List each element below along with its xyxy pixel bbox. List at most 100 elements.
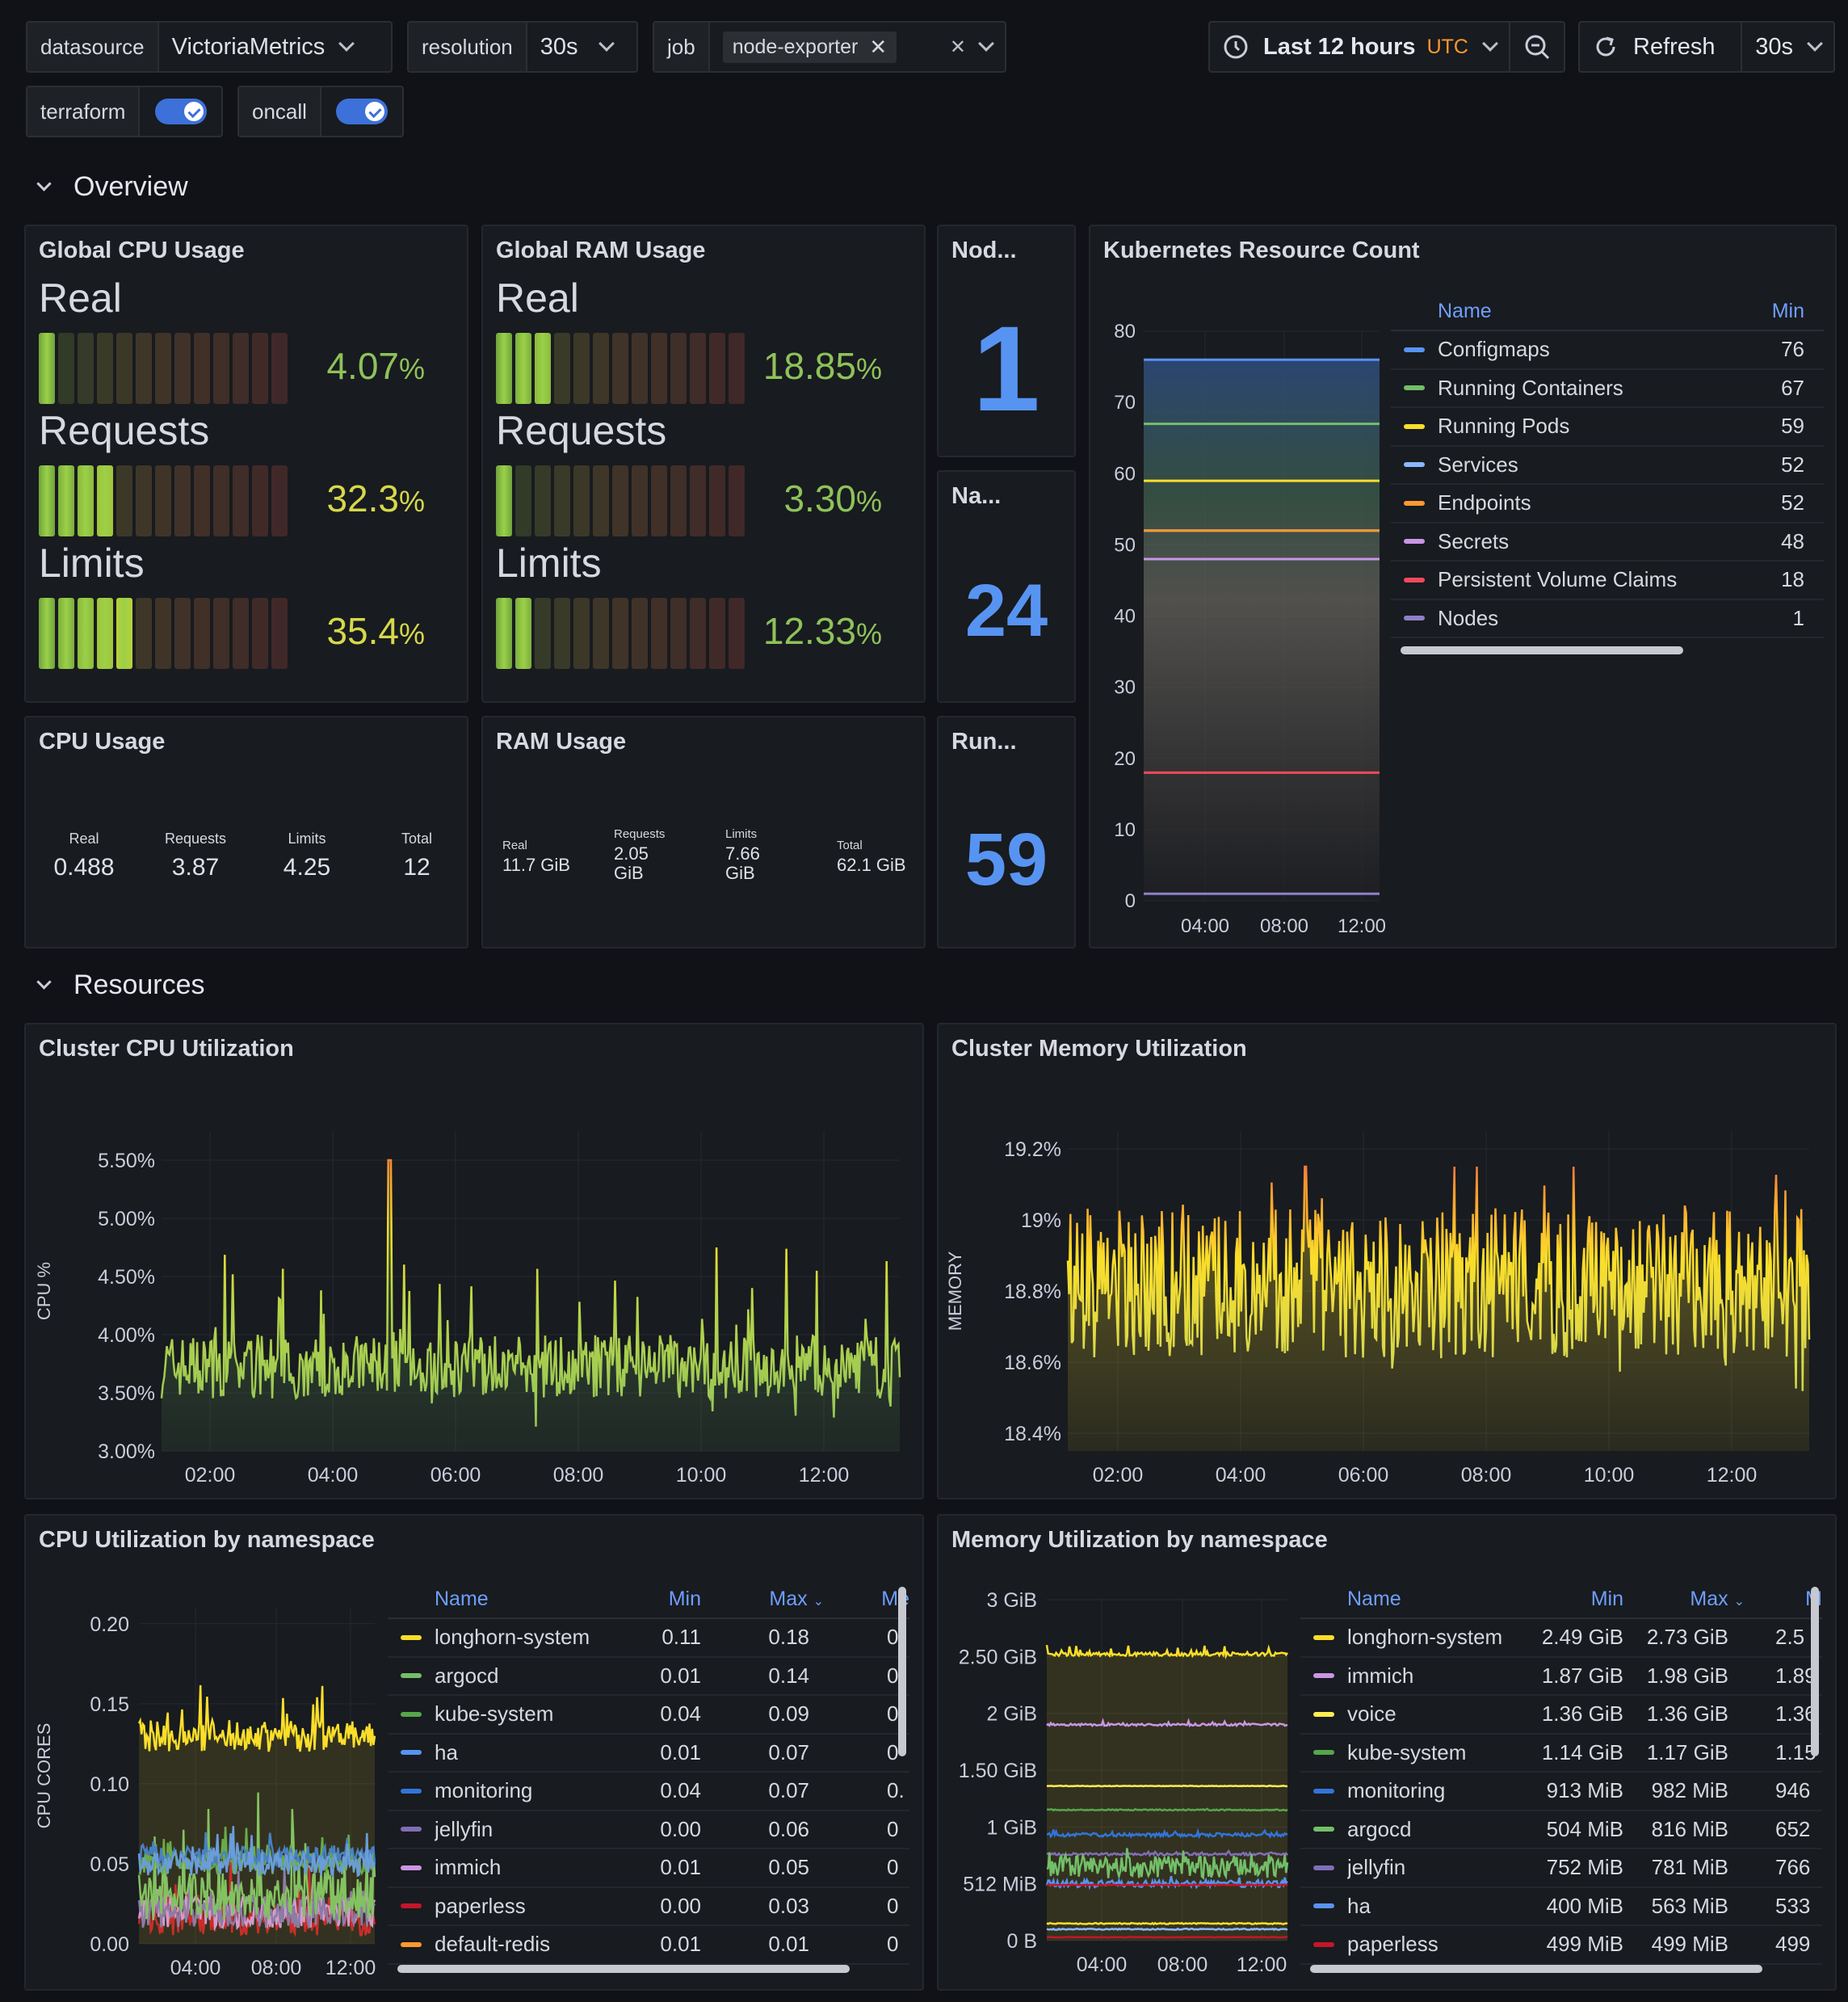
legend-row[interactable]: Secrets 48 <box>1391 524 1824 561</box>
legend-header-min[interactable]: Min <box>1590 1587 1623 1610</box>
series-min: 52 <box>1781 452 1804 477</box>
legend-row[interactable]: Persistent Volume Claims 18 <box>1391 561 1824 600</box>
resources-section-header[interactable]: Resources <box>36 968 205 1002</box>
gauge-segment <box>709 598 725 669</box>
legend-header-name[interactable]: Name <box>1438 299 1492 322</box>
time-range-button[interactable]: Last 12 hours UTC <box>1210 23 1510 71</box>
legend-row[interactable]: longhorn-system 2.49 GiB 2.73 GiB 2.5 <box>1300 1619 1822 1658</box>
legend-row[interactable]: kube-system 1.14 GiB 1.17 GiB 1.15 <box>1300 1735 1822 1773</box>
legend-hscrollbar[interactable] <box>397 1965 850 1973</box>
cluster-cpu-chart[interactable]: 3.00% 3.50% 4.00% 4.50% 5.00% 5.50% 02:00 04:00… <box>26 1024 924 1499</box>
legend-vscrollbar[interactable] <box>1811 1587 1819 1756</box>
job-chip[interactable]: node-exporter ✕ <box>722 31 897 63</box>
gauge-bars <box>496 465 745 536</box>
refresh-button[interactable]: Refresh <box>1580 23 1743 71</box>
gauge-unit: % <box>855 617 882 650</box>
legend-header-mean[interactable]: Me <box>881 1587 909 1610</box>
refresh-interval-select[interactable]: 30s <box>1742 23 1833 71</box>
cluster-cpu-panel: Cluster CPU Utilization 3.00% 3.50% 4.00% 4… <box>24 1023 924 1499</box>
gauge-segment <box>729 598 745 669</box>
legend-row[interactable]: jellyfin 0.00 0.06 0 <box>388 1811 909 1849</box>
legend-row[interactable]: argocd 0.01 0.14 0 <box>388 1658 909 1696</box>
gauge-segment <box>116 333 132 404</box>
legend-header-max[interactable]: Max ⌄ <box>701 1588 825 1611</box>
series-color-swatch <box>1404 500 1425 506</box>
datasource-value: VictoriaMetrics <box>171 33 326 60</box>
gauge-segment <box>554 465 570 536</box>
legend-header-name[interactable]: Name <box>435 1587 489 1610</box>
legend-row[interactable]: Services 52 <box>1391 447 1824 485</box>
cluster-memory-panel: Cluster Memory Utilization 18.4% 18.6% 18.… <box>937 1023 1837 1499</box>
namespaces-stat-panel: Na... 24 <box>937 470 1076 703</box>
overview-section-header[interactable]: Overview <box>36 170 188 204</box>
stat-value: 2.05 GiB <box>614 843 649 883</box>
legend-hscrollbar[interactable] <box>1310 1965 1762 1973</box>
series-mean: 499 <box>1775 1932 1811 1957</box>
x-tick-label: 02:00 <box>185 1464 236 1487</box>
legend-row[interactable]: kube-system 0.04 0.09 0. <box>388 1696 909 1735</box>
job-select[interactable]: node-exporter ✕ ✕ <box>710 23 1005 71</box>
zoom-out-button[interactable] <box>1510 23 1564 71</box>
legend-row[interactable]: monitoring 0.04 0.07 0. <box>388 1773 909 1811</box>
legend-row[interactable]: immich 1.87 GiB 1.98 GiB 1.89 <box>1300 1658 1822 1696</box>
gauge-segment <box>233 465 249 536</box>
memory-namespace-chart[interactable]: 0 B 512 MiB 1 GiB 1.50 GiB 2 GiB 2.50 GiB 3 Gi… <box>939 1516 1294 1991</box>
legend-row[interactable]: Running Containers 67 <box>1391 370 1824 408</box>
stat-value: 4.25 <box>283 854 331 881</box>
legend-row[interactable]: longhorn-system 0.11 0.18 0 <box>388 1619 909 1658</box>
namespaces-count: 24 <box>964 570 1048 652</box>
legend-row[interactable]: voice 1.36 GiB 1.36 GiB 1.36 <box>1300 1696 1822 1735</box>
y-tick-label: 10 <box>1114 819 1136 841</box>
series-color-swatch <box>1313 1827 1334 1832</box>
legend-row[interactable]: Nodes 1 <box>1391 600 1824 638</box>
legend-row[interactable]: Endpoints 52 <box>1391 485 1824 524</box>
refresh-label: Refresh <box>1633 33 1716 60</box>
datasource-select[interactable]: VictoriaMetrics <box>159 23 391 71</box>
remove-chip-icon[interactable]: ✕ <box>869 34 888 59</box>
legend-row[interactable]: ha 400 MiB 563 MiB 533 <box>1300 1888 1822 1926</box>
area-fill <box>1144 360 1380 901</box>
legend-row[interactable]: default-redis 0.01 0.01 0 <box>388 1926 909 1965</box>
legend-row[interactable]: paperless 0.00 0.03 0 <box>388 1888 909 1926</box>
legend-row[interactable]: monitoring 913 MiB 982 MiB 946 <box>1300 1773 1822 1811</box>
stat-label: Requests <box>614 827 666 841</box>
panel-title: Run... <box>951 729 1017 755</box>
zoom-out-icon <box>1525 35 1550 60</box>
stat-value: 0.488 <box>53 854 115 881</box>
legend-row[interactable]: Running Pods 59 <box>1391 408 1824 447</box>
legend-vscrollbar[interactable] <box>898 1587 906 1756</box>
gauge-segment <box>632 465 648 536</box>
oncall-toggle[interactable] <box>335 99 388 124</box>
y-tick-label: 50 <box>1114 534 1136 556</box>
series-color-swatch <box>401 1827 422 1832</box>
series-min: 0.04 <box>660 1778 701 1803</box>
legend-header-min[interactable]: Min <box>1771 299 1804 322</box>
legend-row[interactable]: paperless 499 MiB 499 MiB 499 <box>1300 1926 1822 1965</box>
cluster-memory-chart[interactable]: 18.4% 18.6% 18.8% 19% 19.2% 02:00 04:00 06:00 08… <box>939 1024 1837 1499</box>
legend-row[interactable]: jellyfin 752 MiB 781 MiB 766 <box>1300 1849 1822 1888</box>
clear-icon[interactable]: ✕ <box>949 36 966 58</box>
x-tick-label: 04:00 <box>1181 915 1229 937</box>
y-tick-label: 4.50% <box>98 1266 155 1289</box>
series-line <box>1046 1827 1288 1840</box>
legend-row[interactable]: immich 0.01 0.05 0 <box>388 1849 909 1888</box>
legend-header-max[interactable]: Max ⌄ <box>1623 1588 1745 1611</box>
panel-title: Global RAM Usage <box>496 238 706 263</box>
legend-scrollbar[interactable] <box>1401 646 1683 654</box>
stat-label: Total <box>401 831 433 847</box>
gauge-number: 12.33 <box>762 610 856 652</box>
gauge-unit: % <box>855 352 882 385</box>
resolution-select[interactable]: 30s <box>527 23 636 71</box>
legend-header-min[interactable]: Min <box>668 1587 701 1610</box>
gauge-segment <box>213 465 229 536</box>
legend-row[interactable]: ha 0.01 0.07 0 <box>388 1735 909 1773</box>
terraform-toggle[interactable] <box>154 99 207 124</box>
k8s-resource-chart[interactable]: 0 10 20 30 40 50 60 70 80 04:00 08:00 12:00 <box>1090 226 1389 948</box>
series-max: 1.17 GiB <box>1646 1739 1728 1764</box>
legend-row[interactable]: Configmaps 76 <box>1391 331 1824 370</box>
gauge-number: 35.4 <box>326 610 399 652</box>
legend-row[interactable]: argocd 504 MiB 816 MiB 652 <box>1300 1811 1822 1849</box>
x-tick-label: 10:00 <box>676 1464 727 1487</box>
cpu-namespace-chart[interactable]: 0.00 0.05 0.10 0.15 0.20 04:00 08:00 12:00 CPU C… <box>26 1516 381 1991</box>
legend-header-name[interactable]: Name <box>1347 1587 1401 1610</box>
